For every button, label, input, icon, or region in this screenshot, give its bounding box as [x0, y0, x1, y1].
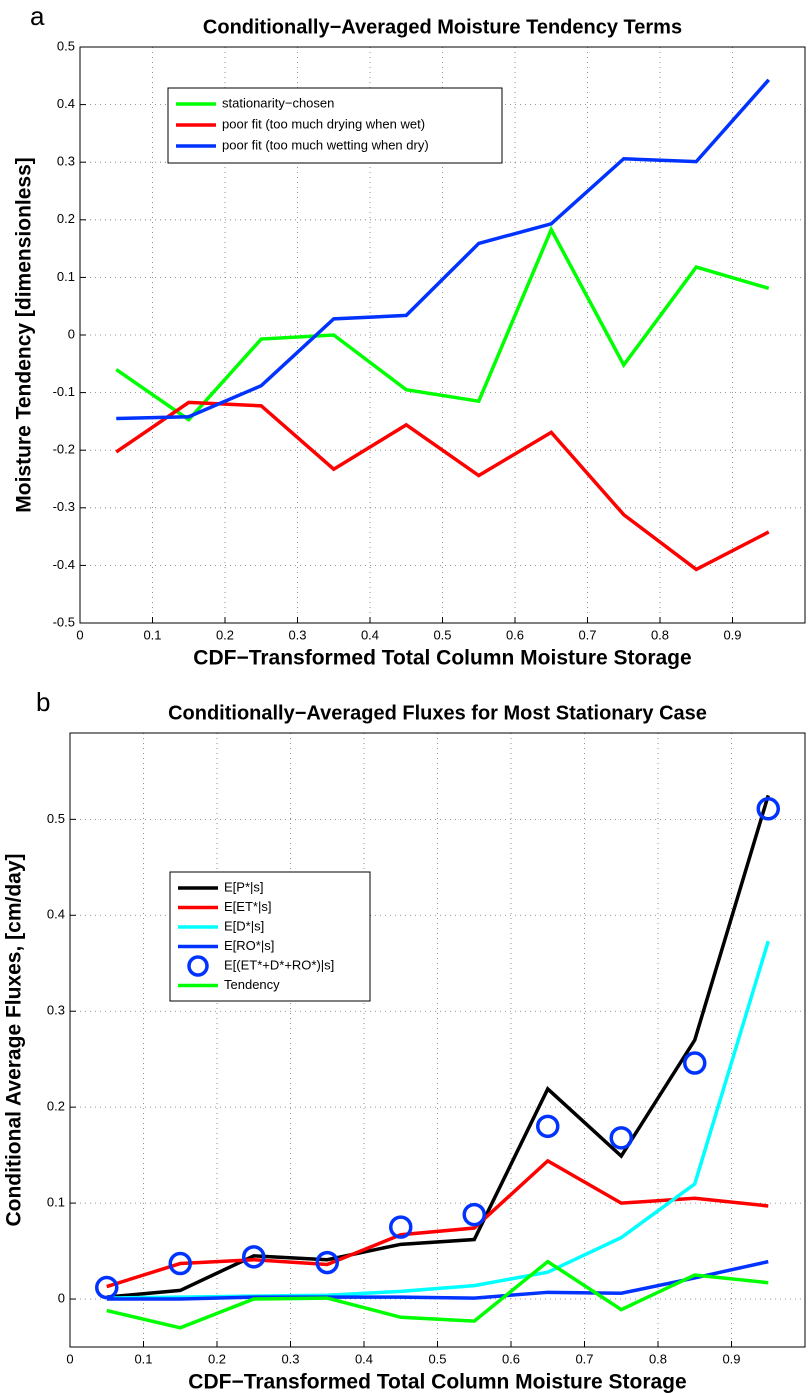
legend-box: [167, 87, 503, 164]
marker: [95, 1275, 119, 1300]
x-tick-label: 0.5: [428, 1351, 446, 1366]
x-tick-label: 0.7: [578, 627, 596, 642]
marker: [536, 1114, 560, 1139]
legend-box: [169, 871, 371, 1002]
marker: [389, 1215, 413, 1239]
x-tick-label: 0: [66, 1351, 73, 1366]
series-line: [115, 225, 770, 422]
y-tick-label: 0.4: [47, 907, 65, 922]
x-tick-label: 0.3: [288, 627, 306, 642]
y-tick-label: 0: [68, 326, 75, 341]
x-tick-label: 0.4: [361, 627, 379, 642]
y-tick-label: -0.4: [53, 557, 75, 572]
x-tick-label: 0.7: [575, 1351, 593, 1366]
y-tick-label: 0.2: [57, 211, 75, 226]
panel: a Conditionally−Averaged Moisture Tendenc…: [13, 1, 806, 670]
x-tick-label: 0.9: [723, 627, 741, 642]
x-tick-label: 0.6: [506, 627, 524, 642]
legend-label: poor fit (too much wetting when dry): [222, 137, 429, 152]
legend-label: stationarity−chosen: [222, 95, 334, 110]
x-tick-label: 0.8: [649, 1351, 667, 1366]
y-axis-label: Moisture Tendency [dimensionless]: [13, 157, 36, 513]
chart-title: Conditionally−Averaged Moisture Tendency…: [203, 16, 682, 38]
x-tick-label: 0.2: [216, 627, 234, 642]
x-tick-label: 0.2: [208, 1351, 226, 1366]
legend-label: E[RO*|s]: [224, 938, 274, 953]
y-tick-label: 0.3: [47, 1003, 65, 1018]
y-tick-label: 0.2: [47, 1099, 65, 1114]
y-tick-label: 0.3: [57, 154, 75, 169]
legend-label: E[D*|s]: [224, 918, 264, 933]
y-tick-label: 0.5: [57, 38, 75, 53]
marker: [462, 1202, 486, 1227]
series-line: [106, 1158, 769, 1289]
panel: b Conditionally−Averaged Fluxes for Most …: [3, 687, 806, 1393]
series-line: [106, 794, 770, 1299]
legend-label: E[(ET*+D*+RO*)|s]: [224, 957, 334, 972]
x-tick-label: 0.4: [355, 1351, 373, 1366]
x-tick-label: 0.9: [722, 1351, 740, 1366]
marker: [683, 1051, 707, 1075]
x-axis-label: CDF−Transformed Total Column Moisture St…: [188, 1371, 686, 1393]
y-tick-label: 0.5: [47, 811, 65, 826]
marker: [609, 1126, 633, 1150]
y-tick-label: 0.4: [57, 96, 75, 111]
x-tick-label: 0.1: [143, 627, 161, 642]
x-tick-label: 0.6: [502, 1351, 520, 1366]
legend-label: Tendency: [224, 977, 280, 992]
y-axis-label: Conditional Average Fluxes, [cm/day]: [3, 853, 26, 1226]
x-tick-label: 0.3: [281, 1351, 299, 1366]
x-tick-label: 0: [76, 627, 83, 642]
legend-label: poor fit (too much drying when wet): [222, 116, 425, 131]
y-tick-label: -0.2: [53, 442, 75, 457]
x-tick-label: 0.1: [134, 1351, 152, 1366]
x-tick-label: 0.5: [433, 627, 451, 642]
plot-frame: [69, 732, 806, 1348]
y-tick-label: 0.1: [57, 269, 75, 284]
y-tick-label: 0: [58, 1290, 65, 1305]
x-tick-label: 0.8: [651, 627, 669, 642]
marker: [315, 1250, 339, 1275]
legend-label: E[ET*|s]: [224, 899, 271, 914]
panel-label: b: [36, 687, 50, 717]
marker: [756, 797, 780, 821]
marker: [242, 1245, 266, 1269]
y-tick-label: -0.1: [53, 384, 75, 399]
series-line: [115, 400, 770, 572]
legend-marker: [187, 955, 209, 977]
chart-title: Conditionally−Averaged Fluxes for Most S…: [168, 702, 707, 724]
panel-label: a: [30, 1, 45, 31]
plot-frame: [79, 46, 806, 624]
x-axis-label: CDF−Transformed Total Column Moisture St…: [193, 647, 691, 670]
series-line: [106, 1259, 769, 1301]
series-line: [106, 1259, 769, 1330]
y-tick-label: 0.1: [47, 1195, 65, 1210]
y-tick-label: -0.3: [53, 499, 75, 514]
series-line: [116, 78, 771, 421]
y-tick-label: -0.5: [53, 614, 75, 629]
marker: [168, 1251, 192, 1276]
legend-label: E[P*|s]: [224, 879, 264, 894]
